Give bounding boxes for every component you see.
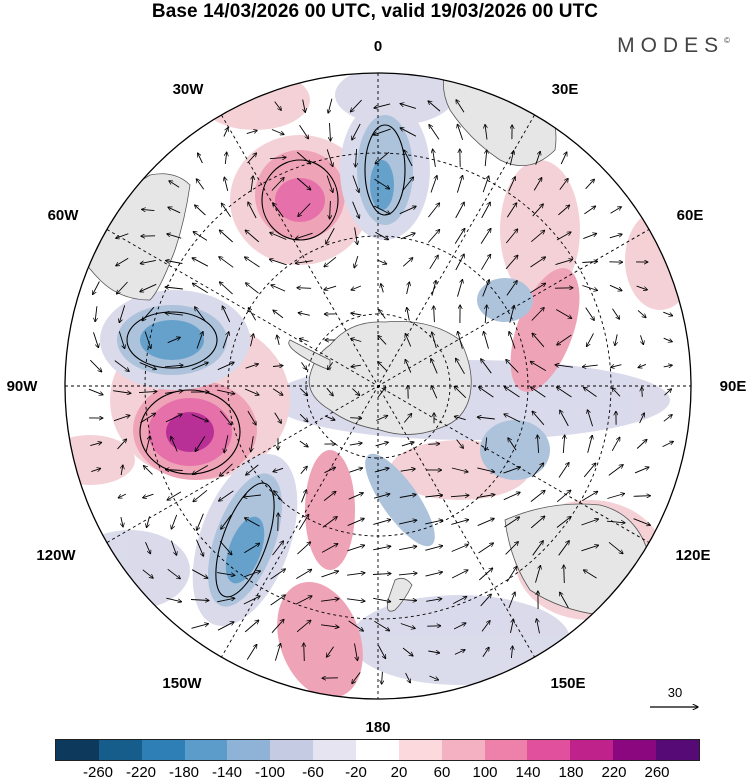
lon-label-120w: 120W <box>36 547 76 564</box>
lon-label-150w: 150W <box>162 675 202 692</box>
lon-label-30e: 30E <box>552 81 579 98</box>
colorbar-swatch <box>185 740 228 760</box>
lon-label-120e: 120E <box>675 547 710 564</box>
colorbar-tick-label: 140 <box>515 764 540 781</box>
neg-anomaly-strong <box>140 320 204 360</box>
lon-label-90e: 90E <box>720 378 747 395</box>
colorbar-tick-label: -60 <box>302 764 324 781</box>
colorbar-tick-label: -20 <box>345 764 367 781</box>
colorbar-swatch <box>442 740 485 760</box>
colorbar-swatch <box>99 740 142 760</box>
lon-label-60w: 60W <box>48 207 80 224</box>
colorbar-swatch <box>356 740 399 760</box>
colorbar-tick-label: 60 <box>434 764 451 781</box>
colorbar-swatch <box>142 740 185 760</box>
lon-label-90w: 90W <box>7 378 39 395</box>
wind-vector <box>297 288 311 289</box>
colorbar-swatch <box>656 740 699 760</box>
colorbar-tick-label: 20 <box>391 764 408 781</box>
pos-anomaly-light <box>45 435 135 485</box>
colorbar-tick-label: -260 <box>83 764 113 781</box>
neg-anomaly-light <box>350 595 570 685</box>
wind-vector <box>428 444 439 445</box>
pos-anomaly-light <box>200 70 310 130</box>
colorbar-tick-label: 180 <box>558 764 583 781</box>
pos-anomaly-light <box>625 210 695 310</box>
lon-label-150e: 150E <box>550 675 585 692</box>
colorbar-swatch <box>399 740 442 760</box>
colorbar-tick-label: -180 <box>169 764 199 781</box>
wind-vector <box>304 643 305 661</box>
colorbar-swatch <box>570 740 613 760</box>
colorbar-tick-label: 260 <box>644 764 669 781</box>
wind-vector <box>634 496 651 497</box>
colorbar-labels: -260 -220 -180 -140 -100 -60 -20 20 60 100 140 180 2… <box>0 764 750 784</box>
colorbar-swatch <box>485 740 528 760</box>
colorbar-tick-label: -220 <box>126 764 156 781</box>
colorbar-swatch <box>313 740 356 760</box>
map-content <box>45 65 700 710</box>
pos-anomaly-mid <box>305 450 355 570</box>
colorbar-tick-label: 100 <box>472 764 497 781</box>
colorbar-swatch <box>613 740 656 760</box>
colorbar-swatch <box>56 740 99 760</box>
wind-vector <box>642 387 643 397</box>
colorbar-swatch <box>270 740 313 760</box>
lon-label-30w: 30W <box>173 81 205 98</box>
lon-label-180: 180 <box>365 719 390 736</box>
colorbar-tick-label: -140 <box>212 764 242 781</box>
reference-vector-label: 30 <box>668 685 682 700</box>
colorbar-tick-label: 220 <box>601 764 626 781</box>
colorbar-swatch <box>227 740 270 760</box>
colorbar-tick-label: -100 <box>255 764 285 781</box>
reference-vector: 30 <box>648 685 703 713</box>
wind-vector <box>350 418 362 419</box>
lon-label-60e: 60E <box>677 207 704 224</box>
polar-map: 0 30E 60E 90E 120E 150E 180 150W 120W 90… <box>0 0 750 740</box>
colorbar <box>55 739 700 761</box>
colorbar-swatch <box>527 740 570 760</box>
wind-vector <box>564 565 565 583</box>
neg-anomaly-mid <box>477 278 533 322</box>
neg-anomaly-strong <box>370 160 394 210</box>
lon-label-0: 0 <box>374 38 382 55</box>
